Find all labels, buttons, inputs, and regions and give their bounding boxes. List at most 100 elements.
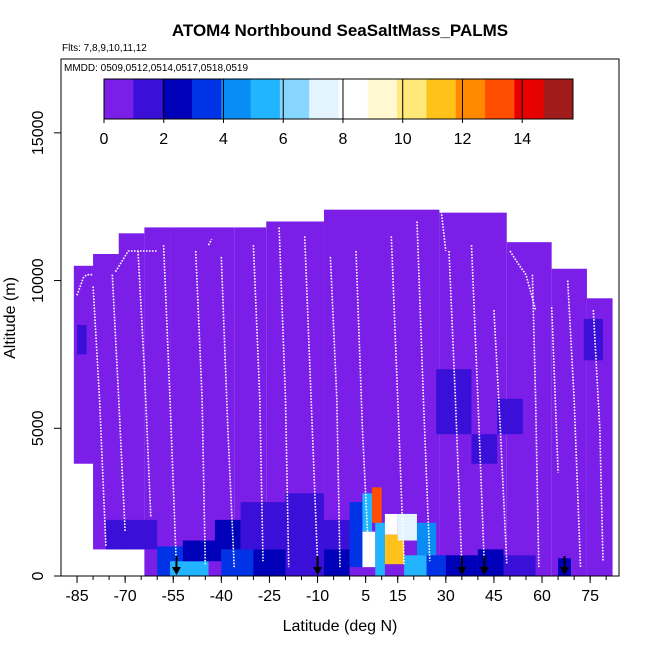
arrow-head [559,567,569,575]
x-tick-label: 45 [485,588,503,605]
x-tick-label: 60 [533,588,551,605]
x-tick-label: -40 [210,588,233,605]
dates-label: MMDD: 0509,0512,0514,0517,0518,0519 [64,63,248,74]
flight-track [114,250,158,273]
y-tick-label: 15000 [30,111,47,156]
y-axis: 0 5000 10000 15000 [30,111,61,580]
x-tick-label: 30 [437,588,455,605]
colorbar-segment [397,79,427,119]
heatmap-cell [397,513,417,541]
x-tick-label: 75 [581,588,599,605]
colorbar-segment [279,79,310,119]
x-tick-label: 5 [361,588,370,605]
colorbar-segment [455,79,486,119]
x-tick-label: -25 [258,588,281,605]
heatmap-cell [503,555,536,576]
x-tick-label: -55 [162,588,185,605]
flight-track [76,273,94,296]
heatmap-cell [349,502,363,568]
colorbar-segment [426,79,457,119]
flight-track [111,274,126,532]
colorbar: 0 2 4 6 8 10 12 14 [100,78,574,148]
coverage-cell [118,233,145,550]
heatmap-cell [372,487,382,523]
colorbar-tick-label: 2 [159,131,168,148]
heatmap-cell [426,555,446,576]
heatmap-cell [471,434,498,464]
heatmap-cell [323,519,350,550]
heatmap-cell [416,522,437,556]
colorbar-segment [191,79,222,119]
flight-track [470,245,486,565]
arrow-head [313,567,323,575]
heatmap-cell [477,549,504,576]
x-tick-label: 15 [389,588,407,605]
heatmap-cell [105,519,158,550]
colorbar-segment [221,79,252,119]
flight-track [531,274,540,568]
colorbar-segment [250,79,281,119]
flight-track [137,250,152,517]
y-tick-label: 0 [30,571,47,580]
arrow-head [171,567,181,575]
flight-track-layer [76,193,604,568]
x-tick-label: -10 [306,588,329,605]
heatmap-cell [221,549,254,576]
y-tick-label: 10000 [30,258,47,303]
colorbar-tick-label: 4 [219,131,228,148]
flight-track [92,286,107,547]
flight-track [194,250,207,565]
colorbar-segment [162,79,193,119]
heatmap-layer [73,209,613,576]
heatmap-cell [375,522,385,576]
colorbar-tick-label: 0 [100,131,109,148]
heatmap-cell [240,502,286,550]
x-axis-label: Latitude (deg N) [283,618,398,635]
flight-track [355,250,370,562]
arrow-markers [171,556,569,575]
flight-track [390,236,405,565]
heatmap-cell [362,531,376,568]
heatmap-cell [384,534,405,565]
colorbar-tick-label: 8 [339,131,348,148]
colorbar-segment [309,79,339,119]
colorbar-tick-label: 6 [279,131,288,148]
colorbar-segment [104,79,134,119]
flight-track [592,310,604,562]
colorbar-segment [543,79,574,119]
y-axis-label: Altitude (m) [2,277,19,359]
x-axis: -85 -70 -55 -40 -25 -10 5 15 30 45 60 75 [65,576,607,605]
flight-track [566,280,582,568]
flight-track [220,256,235,568]
heatmap-cell [77,324,87,355]
heatmap-cell [182,540,222,562]
colorbar-segment [514,79,545,119]
heatmap-cell [436,369,472,435]
plot-frame [60,58,620,577]
heatmap-cell [384,513,398,535]
colorbar-tick-label: 10 [394,131,412,148]
flight-track [252,245,264,562]
flight-track [435,193,447,252]
heatmap-cell [583,318,603,361]
flight-track [162,245,178,568]
flight-track [448,250,463,568]
colorbar-segment [367,79,398,119]
flight-track [278,227,290,568]
colorbar-segment [485,79,515,119]
arrow-head [457,567,467,575]
flight-track [493,310,508,565]
colorbar-tick-label: 14 [513,131,531,148]
flights-label: Flts: 7,8,9,10,11,12 [62,43,147,54]
x-tick-label: -85 [65,588,88,605]
heatmap-cell [170,561,209,576]
flight-track [329,256,341,568]
x-tick-label: -70 [114,588,137,605]
heatmap-cell [253,549,286,576]
heatmap-cell [497,398,523,435]
heatmap-cell [404,555,427,576]
flight-track [550,307,559,473]
flight-track [207,238,213,246]
heatmap-cell [285,493,324,550]
